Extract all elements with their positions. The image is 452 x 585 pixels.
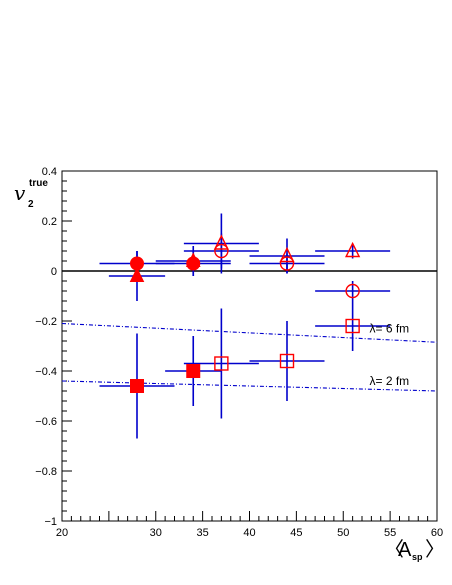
y-tick-label: −0.8 xyxy=(35,466,57,478)
x-tick-label: 20 xyxy=(56,527,68,539)
x-tick-label: 55 xyxy=(384,527,396,539)
x-tick-label: 40 xyxy=(243,527,255,539)
y-axis-label-subscript: 2 xyxy=(28,199,34,210)
data-point-open-circle xyxy=(279,256,295,271)
x-tick-label: 30 xyxy=(150,527,162,539)
y-tick-label: 0 xyxy=(51,266,57,278)
x-axis-label-right-bracket: 〉 xyxy=(425,539,445,561)
axes: 20 30 35 40 45 50 55 60 −1 −0.8 −0.6 −0.4 −0.2 0 0.2 0.… xyxy=(35,166,443,539)
curve-label: λ= 2 fm xyxy=(370,374,410,388)
curves xyxy=(61,322,438,392)
x-tick-label: 50 xyxy=(337,527,349,539)
data-point-filled-triangle xyxy=(129,267,145,282)
data-point-open-triangle xyxy=(279,246,295,263)
y-tick-label: −0.2 xyxy=(35,316,57,328)
data-point-open-circle xyxy=(214,243,229,259)
y-axis-label-superscript: true xyxy=(29,178,48,189)
x-axis-label-left-bracket: 〈 xyxy=(384,539,404,561)
y-tick-label: −0.6 xyxy=(35,416,57,428)
y-tick-label: −1 xyxy=(44,516,57,528)
curve-line xyxy=(61,380,438,392)
y-tick-label: 0.4 xyxy=(42,166,57,178)
labels: λ= 6 fm λ= 2 fm v 2 true 〈A sp 〉 xyxy=(14,178,445,562)
x-tick-label: 45 xyxy=(290,527,302,539)
data-point-filled-square xyxy=(186,364,201,378)
y-tick-label: 0.2 xyxy=(42,216,57,228)
x-tick-label: 35 xyxy=(197,527,209,539)
x-tick-label: 60 xyxy=(431,527,443,539)
data-point-open-triangle xyxy=(344,241,361,258)
data-point-filled-square xyxy=(130,379,144,393)
plot-frame xyxy=(61,170,438,522)
data-point-open-triangle xyxy=(213,234,230,250)
data-point-open-square xyxy=(214,356,229,371)
curve-line xyxy=(61,322,438,343)
y-axis-label: v xyxy=(14,181,26,205)
data-point-open-circle xyxy=(345,283,360,299)
y-tick-label: −0.4 xyxy=(35,366,57,378)
data-point-open-square xyxy=(279,353,295,369)
data-point-filled-triangle xyxy=(185,252,201,267)
x-axis-label: A xyxy=(398,539,412,561)
x-axis-label-subscript: sp xyxy=(412,552,423,562)
curve-label: λ= 6 fm xyxy=(370,321,410,335)
data-point-open-square xyxy=(345,318,360,334)
markers xyxy=(129,234,361,393)
